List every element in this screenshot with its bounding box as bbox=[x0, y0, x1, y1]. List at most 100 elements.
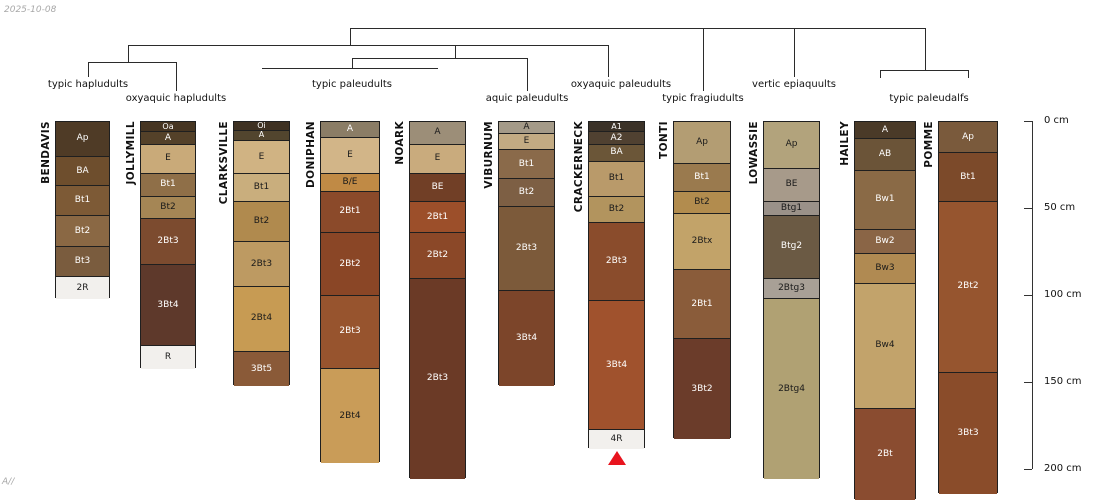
dendrogram-line bbox=[176, 62, 177, 91]
horizon-band: 2Bt4 bbox=[234, 287, 289, 352]
horizon-band: 2Bt3 bbox=[499, 207, 554, 291]
horizon-band: Btg1 bbox=[764, 202, 819, 216]
horizon-label: 2Bt2 bbox=[957, 281, 979, 292]
horizon-label: 4R bbox=[610, 434, 623, 444]
horizon-label: Bt1 bbox=[518, 158, 535, 169]
horizon-label: 2R bbox=[76, 282, 89, 293]
dendrogram-line bbox=[880, 70, 968, 71]
dendrogram-line bbox=[968, 70, 969, 78]
date-label: 2025-10-08 bbox=[4, 5, 57, 15]
horizon-band: Bw1 bbox=[855, 170, 915, 230]
horizon-label: Bt2 bbox=[694, 196, 710, 207]
dendrogram-line bbox=[350, 28, 925, 29]
horizon-band: 3Bt2 bbox=[674, 339, 730, 439]
soil-profile-column: Ap BA Bt1 Bt2 Bt3 2R bbox=[55, 121, 110, 300]
soil-profile-column: A AB Bw1 Bw2 Bw3 Bw4 2Bt bbox=[854, 121, 916, 500]
horizon-band: 2Bt bbox=[855, 409, 915, 500]
depth-axis-label: 100 cm bbox=[1044, 289, 1082, 300]
horizon-label: 2Bt1 bbox=[426, 211, 449, 222]
horizon-band: Bt2 bbox=[56, 215, 109, 248]
horizon-band: BA bbox=[56, 156, 109, 187]
horizon-band: BA bbox=[589, 144, 644, 162]
horizon-band: A bbox=[855, 122, 915, 140]
horizon-band: 2Bt1 bbox=[410, 202, 465, 234]
series-name-label: LOWASSIE bbox=[748, 121, 760, 185]
horizon-band: A bbox=[321, 122, 379, 138]
horizon-label: 3Bt2 bbox=[691, 383, 713, 394]
depth-axis-label: 200 cm bbox=[1044, 463, 1082, 474]
horizon-band: 2Bt3 bbox=[234, 242, 289, 288]
horizon-band: Btg2 bbox=[764, 215, 819, 279]
horizon-label: 2Bt2 bbox=[426, 249, 449, 260]
horizon-band: A bbox=[234, 130, 289, 142]
horizon-band: 2Bt2 bbox=[939, 202, 997, 373]
depth-axis-label: 150 cm bbox=[1044, 376, 1082, 387]
horizon-band: Bt1 bbox=[674, 163, 730, 192]
horizon-band: Oa bbox=[141, 122, 195, 133]
horizon-label: 2Btg3 bbox=[778, 282, 805, 293]
horizon-band: A1 bbox=[589, 122, 644, 133]
horizon-band: Ap bbox=[939, 122, 997, 154]
horizon-label: Bt2 bbox=[253, 216, 270, 226]
depth-axis-tick bbox=[1024, 121, 1032, 122]
horizon-band: 2Btg3 bbox=[764, 278, 819, 300]
horizon-band: 2Bt3 bbox=[321, 295, 379, 370]
horizon-label: Bt2 bbox=[608, 203, 625, 214]
depth-axis-tick bbox=[1024, 469, 1032, 470]
horizon-band: 2Bt1 bbox=[674, 269, 730, 340]
horizon-band: Ap bbox=[764, 122, 819, 169]
horizon-band: Bt1 bbox=[141, 174, 195, 197]
horizon-band: 2R bbox=[56, 276, 109, 300]
horizon-label: 2Btg4 bbox=[778, 383, 805, 394]
dendrogram-line bbox=[703, 28, 704, 91]
horizon-label: 3Bt5 bbox=[250, 363, 273, 374]
horizon-label: 2Bt3 bbox=[515, 242, 538, 253]
dendrogram-line bbox=[608, 45, 609, 77]
horizon-band: 3Bt4 bbox=[141, 264, 195, 347]
horizon-band: A2 bbox=[589, 132, 644, 145]
soil-profile-column: Oa A E Bt1 Bt2 2Bt3 3Bt4 R bbox=[140, 121, 196, 370]
horizon-band: Bt1 bbox=[939, 153, 997, 203]
horizon-label: 3Bt4 bbox=[515, 333, 538, 344]
horizon-band: E bbox=[499, 134, 554, 150]
horizon-label: E bbox=[165, 153, 171, 164]
horizon-label: BE bbox=[785, 179, 798, 190]
horizon-band: Bt1 bbox=[499, 149, 554, 180]
horizon-label: Btg1 bbox=[780, 202, 803, 213]
horizon-label: A bbox=[881, 124, 889, 135]
horizon-band: Bw4 bbox=[855, 283, 915, 410]
horizon-label: BA bbox=[76, 165, 89, 176]
horizon-band: 3Bt4 bbox=[499, 290, 554, 387]
horizon-band: 2Bt3 bbox=[141, 219, 195, 265]
series-name-label: CRACKERNECK bbox=[573, 121, 585, 213]
horizon-label: Bt2 bbox=[160, 202, 176, 213]
soil-profile-column: Ap Bt1 Bt2 2Btx 2Bt1 3Bt2 bbox=[673, 121, 731, 439]
horizon-band: 2Bt3 bbox=[410, 278, 465, 479]
dendrogram-line bbox=[128, 45, 129, 62]
horizon-band: A bbox=[141, 132, 195, 145]
taxonomy-group-label: aquic paleudults bbox=[485, 93, 569, 104]
depth-axis-tick bbox=[1024, 208, 1032, 209]
taxonomy-group-label: typic paleudalfs bbox=[889, 93, 969, 104]
horizon-label: Bw3 bbox=[875, 263, 895, 273]
horizon-band: 2Bt4 bbox=[321, 369, 379, 463]
taxonomy-group-label: vertic epiaquults bbox=[752, 79, 836, 90]
taxonomy-group-label: oxyaquic hapludults bbox=[125, 93, 227, 104]
horizon-label: AB bbox=[878, 149, 892, 160]
taxonomy-group-label: oxyaquic paleudults bbox=[570, 79, 672, 90]
horizon-label: Bt1 bbox=[694, 171, 710, 182]
horizon-label: 2Bt3 bbox=[339, 326, 361, 337]
horizon-band: Bt2 bbox=[234, 202, 289, 243]
horizon-band: 3Bt3 bbox=[939, 372, 997, 495]
depth-axis-tick bbox=[1024, 382, 1032, 383]
footer-note: A// bbox=[2, 477, 15, 487]
horizon-label: 2Bt3 bbox=[250, 258, 273, 269]
horizon-label: 2Bt4 bbox=[339, 410, 361, 421]
horizon-label: Bt2 bbox=[74, 225, 91, 236]
horizon-label: A bbox=[523, 122, 530, 133]
horizon-band: R bbox=[141, 346, 195, 370]
horizon-band: Bw2 bbox=[855, 229, 915, 255]
series-name-label: NOARK bbox=[394, 121, 406, 165]
horizon-band: Bt2 bbox=[589, 196, 644, 223]
horizon-label: 2Bt3 bbox=[157, 236, 179, 247]
